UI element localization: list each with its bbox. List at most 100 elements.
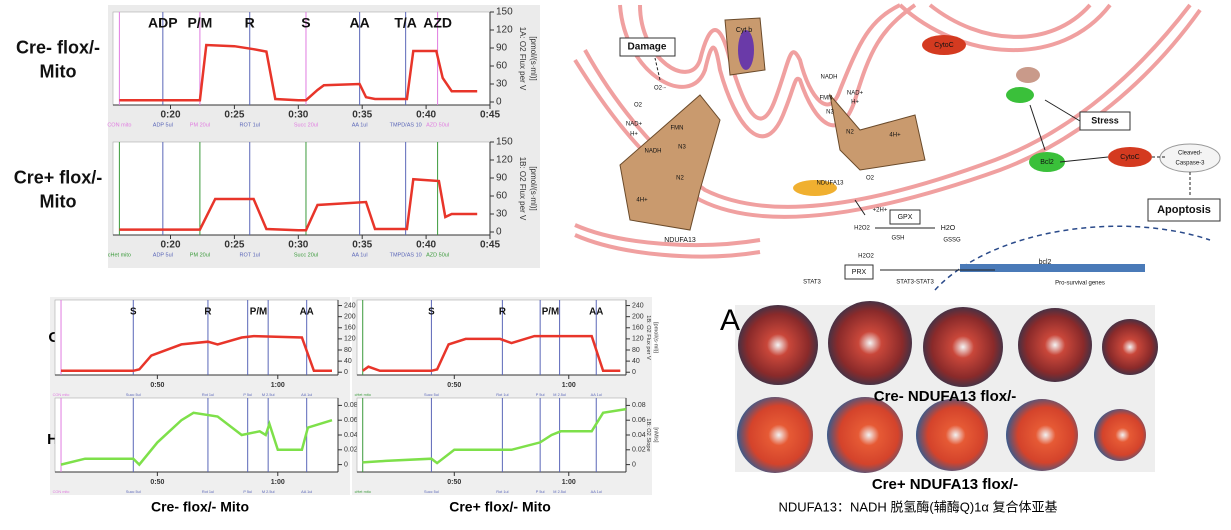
slice bbox=[827, 397, 903, 473]
trace-line bbox=[60, 411, 333, 467]
heart-slices bbox=[737, 301, 1158, 473]
diagram-label: GSSG bbox=[943, 238, 961, 244]
diagram-label: N2 bbox=[846, 130, 854, 136]
y-tick-label: 160 bbox=[632, 325, 644, 332]
y-tick-label: 0.02 bbox=[632, 447, 646, 454]
trace-line bbox=[362, 407, 627, 465]
cytoc bbox=[922, 35, 966, 55]
event-label: CON mito bbox=[53, 393, 70, 397]
diagram-label: FMN bbox=[820, 96, 833, 102]
x-tick-label: 0:25 bbox=[224, 240, 244, 251]
y-tick-label: 60 bbox=[496, 191, 508, 202]
event-marker: AZD bbox=[423, 15, 452, 31]
diagram-label: NADH bbox=[644, 149, 661, 155]
diagram-label: Apoptosis bbox=[1157, 204, 1211, 216]
diagram-label: NADH bbox=[820, 75, 837, 81]
event-marker: R bbox=[245, 15, 255, 31]
event-label: AA 1ul bbox=[591, 490, 602, 494]
bcl2 bbox=[1029, 152, 1065, 172]
event-label: Succ 5ul bbox=[424, 393, 439, 397]
y-tick-label: 90 bbox=[496, 43, 508, 54]
event-label: Rot 1ul bbox=[496, 393, 508, 397]
diagram-label: 4H+ bbox=[889, 133, 901, 139]
box bbox=[889, 209, 921, 225]
event-label: Succ 5ul bbox=[126, 393, 141, 397]
event-marker: P/M bbox=[187, 15, 212, 31]
column-label: Cre+ flox/- Mito bbox=[449, 499, 551, 515]
bcl2-membrane bbox=[1006, 87, 1034, 103]
event-label: Succ 20ul bbox=[294, 122, 318, 128]
event-label: ADP 5ul bbox=[153, 252, 173, 258]
event-label: CON mito bbox=[53, 490, 70, 494]
x-tick-label: 0:40 bbox=[416, 240, 436, 251]
ndufa13 bbox=[793, 180, 837, 196]
y-tick-label: 40 bbox=[632, 358, 640, 365]
event-label: ROT 1ul bbox=[240, 122, 260, 128]
diagram-label: N3 bbox=[826, 110, 834, 116]
complex-i bbox=[619, 94, 721, 231]
diagram-label: CytoC bbox=[934, 42, 953, 49]
bax bbox=[1016, 67, 1040, 83]
footnote: NDUFA13：NADH 脱氢酶(辅酶Q)1α 复合体亚基 bbox=[778, 499, 1057, 514]
x-tick-label: 0:50 bbox=[150, 382, 164, 389]
diagram-label: STAT3 bbox=[803, 280, 821, 286]
event-label: AA 1ul bbox=[301, 490, 312, 494]
event-label: M 2.5ul bbox=[553, 490, 566, 494]
x-tick-label: 0:50 bbox=[150, 479, 164, 486]
diagram-label: bcl2 bbox=[1039, 259, 1052, 266]
box bbox=[619, 37, 676, 57]
diagram-label: GPX bbox=[898, 214, 913, 221]
slice bbox=[828, 301, 912, 385]
box bbox=[844, 264, 874, 280]
dna bbox=[960, 264, 1145, 272]
y-tick-label: 200 bbox=[344, 314, 356, 321]
diagram-label: +2H+ bbox=[873, 208, 888, 214]
trace-line bbox=[61, 334, 332, 373]
y-tick-label: 120 bbox=[496, 155, 513, 166]
event-label: AA 1ul bbox=[352, 252, 368, 258]
slice bbox=[923, 307, 1003, 387]
event-marker: T/A bbox=[394, 15, 417, 31]
y-tick-label: 80 bbox=[632, 347, 640, 354]
caspase bbox=[1159, 143, 1221, 173]
event-label: AZD 50ul bbox=[426, 252, 449, 258]
plot-area bbox=[112, 141, 491, 236]
diagram-label: O2 bbox=[634, 103, 643, 109]
x-tick-label: 0:50 bbox=[447, 382, 461, 389]
event-marker: R bbox=[204, 307, 211, 318]
row-label: Mito bbox=[40, 61, 77, 81]
x-tick-label: 1:00 bbox=[562, 479, 576, 486]
y-tick-label: 0 bbox=[344, 461, 348, 468]
y-axis-label: [nM/s] bbox=[653, 427, 659, 443]
plot-area bbox=[54, 397, 339, 473]
x-tick-label: 1:00 bbox=[271, 479, 285, 486]
y-tick-label: 0 bbox=[496, 97, 502, 108]
y-tick-label: 120 bbox=[496, 25, 513, 36]
arrows bbox=[654, 57, 1191, 271]
plot-area bbox=[112, 11, 491, 106]
slice bbox=[1018, 308, 1092, 382]
event-marker: S bbox=[428, 307, 435, 318]
event-label: cHet mito bbox=[108, 252, 131, 258]
diagram-label: Stress bbox=[1091, 115, 1119, 125]
slice bbox=[737, 397, 813, 473]
y-axis-label: 1B: O2 Flux per V bbox=[645, 315, 651, 360]
event-label: AA 1ul bbox=[352, 122, 368, 128]
event-label: P 5ul bbox=[536, 393, 545, 397]
event-label: P 5ul bbox=[536, 490, 545, 494]
y-tick-label: 40 bbox=[344, 358, 352, 365]
diagram-label: 4H+ bbox=[636, 198, 648, 204]
x-tick-label: 1:00 bbox=[562, 382, 576, 389]
y-tick-label: 30 bbox=[496, 79, 508, 90]
y-axis-label: [pmol/(s·ml)] bbox=[529, 166, 538, 210]
event-marker: S bbox=[130, 307, 137, 318]
row-label: Cre+ flox/- bbox=[14, 167, 103, 187]
x-tick-label: 0:45 bbox=[480, 110, 500, 121]
x-tick-label: 0:50 bbox=[447, 479, 461, 486]
diagram-label: Bcl2 bbox=[1040, 159, 1054, 166]
membranes bbox=[573, 3, 1202, 259]
diagram-label: PRX bbox=[852, 269, 867, 276]
y-tick-label: 80 bbox=[344, 347, 352, 354]
